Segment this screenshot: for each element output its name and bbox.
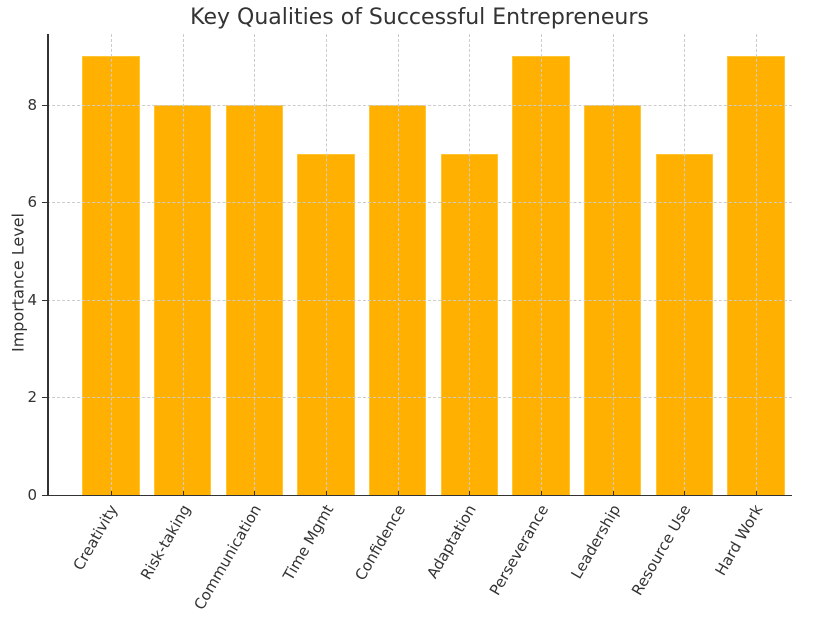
horizontal-gridline: [47, 202, 792, 204]
y-tick: [42, 299, 47, 301]
chart-title: Key Qualities of Successful Entrepreneur…: [190, 5, 649, 30]
x-tick-label: Risk-taking: [136, 501, 194, 583]
x-tick: [182, 491, 184, 496]
x-tick: [756, 491, 757, 496]
plot-area: 0 2 4 6 8 Creativity Risk-taking Communication…: [27, 34, 792, 613]
horizontal-gridline: [47, 299, 792, 301]
y-axis-spine: [47, 34, 49, 496]
x-tick-label: Hard Work: [711, 501, 767, 579]
x-tick: [397, 491, 399, 496]
bar-hard-work: [727, 55, 785, 495]
bar-perseverance: [512, 55, 570, 495]
x-tick-label: Creativity: [69, 501, 122, 574]
horizontal-gridline: [47, 397, 792, 399]
x-tick: [111, 491, 112, 496]
vertical-gridline: [612, 34, 614, 495]
x-tick: [612, 491, 614, 496]
x-tick: [684, 491, 686, 496]
x-tick: [541, 491, 542, 496]
y-tick-label: 0: [27, 486, 37, 504]
x-tick-label: Time Mgmt: [279, 501, 338, 584]
vertical-gridline: [756, 34, 757, 495]
y-tick-label: 6: [27, 193, 37, 212]
vertical-gridline: [326, 34, 327, 495]
y-tick: [42, 397, 47, 399]
x-tick: [469, 491, 471, 496]
bar-adaptation: [440, 153, 498, 495]
y-tick-label: 4: [27, 290, 37, 309]
x-tick-label: Confidence: [351, 501, 409, 584]
vertical-gridline: [111, 34, 112, 495]
vertical-gridline: [254, 34, 256, 495]
y-tick: [42, 104, 47, 106]
x-tick-label: Adaptation: [423, 501, 481, 582]
vertical-gridline: [469, 34, 471, 495]
x-tick-label: Communication: [190, 501, 266, 613]
x-tick-label: Leadership: [567, 501, 624, 582]
x-tick-label: Resource Use: [628, 501, 695, 599]
vertical-gridline: [541, 34, 542, 495]
y-tick: [42, 202, 47, 204]
bar-creativity: [82, 55, 140, 495]
x-axis-spine: [47, 494, 792, 496]
y-axis-label: Importance Level: [8, 213, 28, 353]
vertical-gridline: [684, 34, 686, 495]
bar-resource-use: [655, 153, 713, 495]
vertical-gridline: [397, 34, 399, 495]
y-tick-label: 2: [27, 388, 37, 407]
x-tick-label: Perseverance: [485, 501, 553, 599]
vertical-gridline: [182, 34, 184, 495]
x-tick: [326, 491, 327, 496]
y-tick: [42, 495, 47, 496]
bar-time-mgmt: [297, 153, 355, 495]
x-tick: [254, 491, 256, 496]
y-tick-label: 8: [27, 95, 37, 114]
horizontal-gridline: [47, 104, 792, 106]
